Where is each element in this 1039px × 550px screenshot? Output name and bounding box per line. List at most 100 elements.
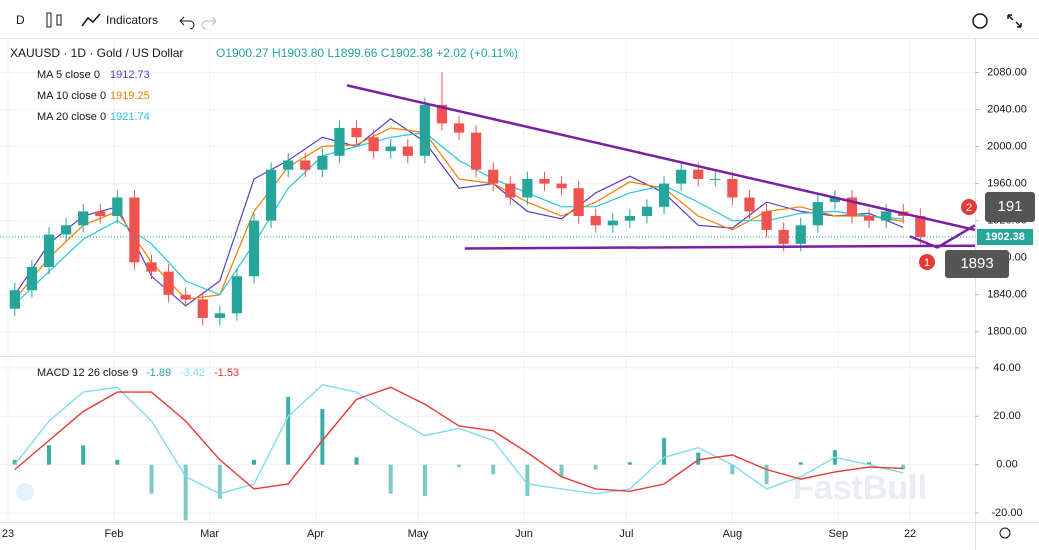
candle-body <box>300 160 311 170</box>
candle-body <box>163 271 174 295</box>
candle-body <box>812 202 823 226</box>
candle-body <box>710 178 721 180</box>
histogram-bar <box>320 409 325 465</box>
indicators-icon[interactable] <box>81 13 101 27</box>
x-tick-label: Aug <box>723 528 743 540</box>
y-tick-label: 1960.00 <box>987 178 1027 190</box>
x-tick-label: Sep <box>829 528 849 540</box>
candle-body <box>658 183 670 207</box>
x-tick-label: Feb <box>104 528 123 540</box>
ma-line <box>14 131 904 305</box>
badge-text: 191 <box>997 198 1022 215</box>
candle-body <box>795 225 806 244</box>
histogram-bar <box>901 464 906 470</box>
y-tick-label: 0.00 <box>996 459 1017 471</box>
y-tick-label: 40.00 <box>993 362 1021 374</box>
macd-line <box>14 384 904 495</box>
ma-line <box>14 127 904 301</box>
candle-body <box>385 146 396 152</box>
legend-name: MA 20 close 0 <box>37 111 106 123</box>
legend-name: MACD 12 26 close 9 <box>37 367 138 379</box>
candle-body <box>522 178 533 198</box>
candle-body <box>846 197 858 217</box>
histogram-bar <box>422 464 427 497</box>
legend-value: -1.89 <box>146 367 171 379</box>
histogram-bar <box>867 462 872 465</box>
last-price-tag <box>977 228 1033 245</box>
candle-body <box>641 206 653 217</box>
fullscreen-button[interactable] <box>1007 14 1022 28</box>
undo-button[interactable] <box>179 16 195 30</box>
badge-box <box>945 250 1009 278</box>
candle-body <box>231 276 243 314</box>
histogram-bar <box>662 438 667 465</box>
axis-settings-button[interactable] <box>999 527 1011 539</box>
histogram-bar <box>388 464 393 494</box>
badge-label: 1 <box>924 257 930 269</box>
candle-icon[interactable] <box>46 12 62 28</box>
histogram-bar <box>115 459 120 465</box>
candle-body <box>573 188 584 217</box>
histogram-bar <box>183 464 188 521</box>
candle-body <box>881 211 892 221</box>
candle-body <box>334 128 345 156</box>
candle-body <box>214 313 225 318</box>
symbol-title: XAUUSD · 1D · Gold / US Dollar <box>10 46 183 60</box>
x-tick-label: 23 <box>2 528 14 540</box>
candle-body <box>180 294 191 300</box>
candle-body <box>197 299 208 318</box>
histogram-bar <box>593 464 598 470</box>
histogram-bar <box>764 464 769 485</box>
candle-body <box>129 197 140 263</box>
candle-body <box>676 169 687 184</box>
candle-body <box>539 178 550 184</box>
settings-button[interactable] <box>972 13 988 29</box>
candle-body <box>556 183 567 189</box>
candle-body <box>265 169 277 221</box>
candle-body <box>26 266 38 291</box>
trendline <box>346 84 976 232</box>
y-tick-label: 2040.00 <box>987 103 1027 115</box>
candle-body <box>727 178 738 198</box>
redo-button[interactable] <box>201 16 217 30</box>
legend-value: 1919.25 <box>110 90 150 102</box>
legend-value: -3.42 <box>180 367 205 379</box>
candle-body <box>488 169 499 184</box>
histogram-bar <box>217 464 222 499</box>
histogram-bar <box>354 457 359 465</box>
histogram-bar <box>491 464 496 475</box>
indicators-button[interactable]: Indicators <box>106 13 158 27</box>
candle-body <box>863 216 875 221</box>
badge-box <box>985 192 1035 222</box>
histogram-bar <box>730 464 735 475</box>
candle-body <box>693 169 704 179</box>
candle-body <box>761 211 772 230</box>
histogram-bar <box>457 464 462 468</box>
candle-body <box>402 146 413 156</box>
legend-name: MA 10 close 0 <box>37 90 106 102</box>
interval-button[interactable]: D <box>16 13 25 27</box>
candle-body <box>283 160 294 170</box>
x-tick-label: Jul <box>619 528 633 540</box>
candle-body <box>95 211 106 217</box>
y-tick-label: 20.00 <box>993 410 1021 422</box>
candle-body <box>60 225 72 235</box>
candle-body <box>351 128 362 138</box>
histogram-bar <box>286 396 291 465</box>
candle-body <box>419 104 430 156</box>
histogram-bar <box>525 464 530 497</box>
x-tick-label: Jun <box>515 528 533 540</box>
trendline <box>464 244 976 250</box>
x-tick-label: Apr <box>307 528 324 540</box>
badge-label: 2 <box>966 202 972 214</box>
x-tick-label: Mar <box>200 528 219 540</box>
histogram-bar <box>252 459 257 465</box>
ma-line <box>14 118 904 307</box>
candle-body <box>607 220 618 226</box>
histogram-bar <box>46 445 51 465</box>
logo[interactable] <box>16 483 34 501</box>
y-tick-label: 1800.00 <box>987 326 1027 338</box>
last-price-label: 1902.38 <box>985 231 1025 243</box>
candle-body <box>915 216 926 237</box>
candle-body <box>9 290 20 309</box>
